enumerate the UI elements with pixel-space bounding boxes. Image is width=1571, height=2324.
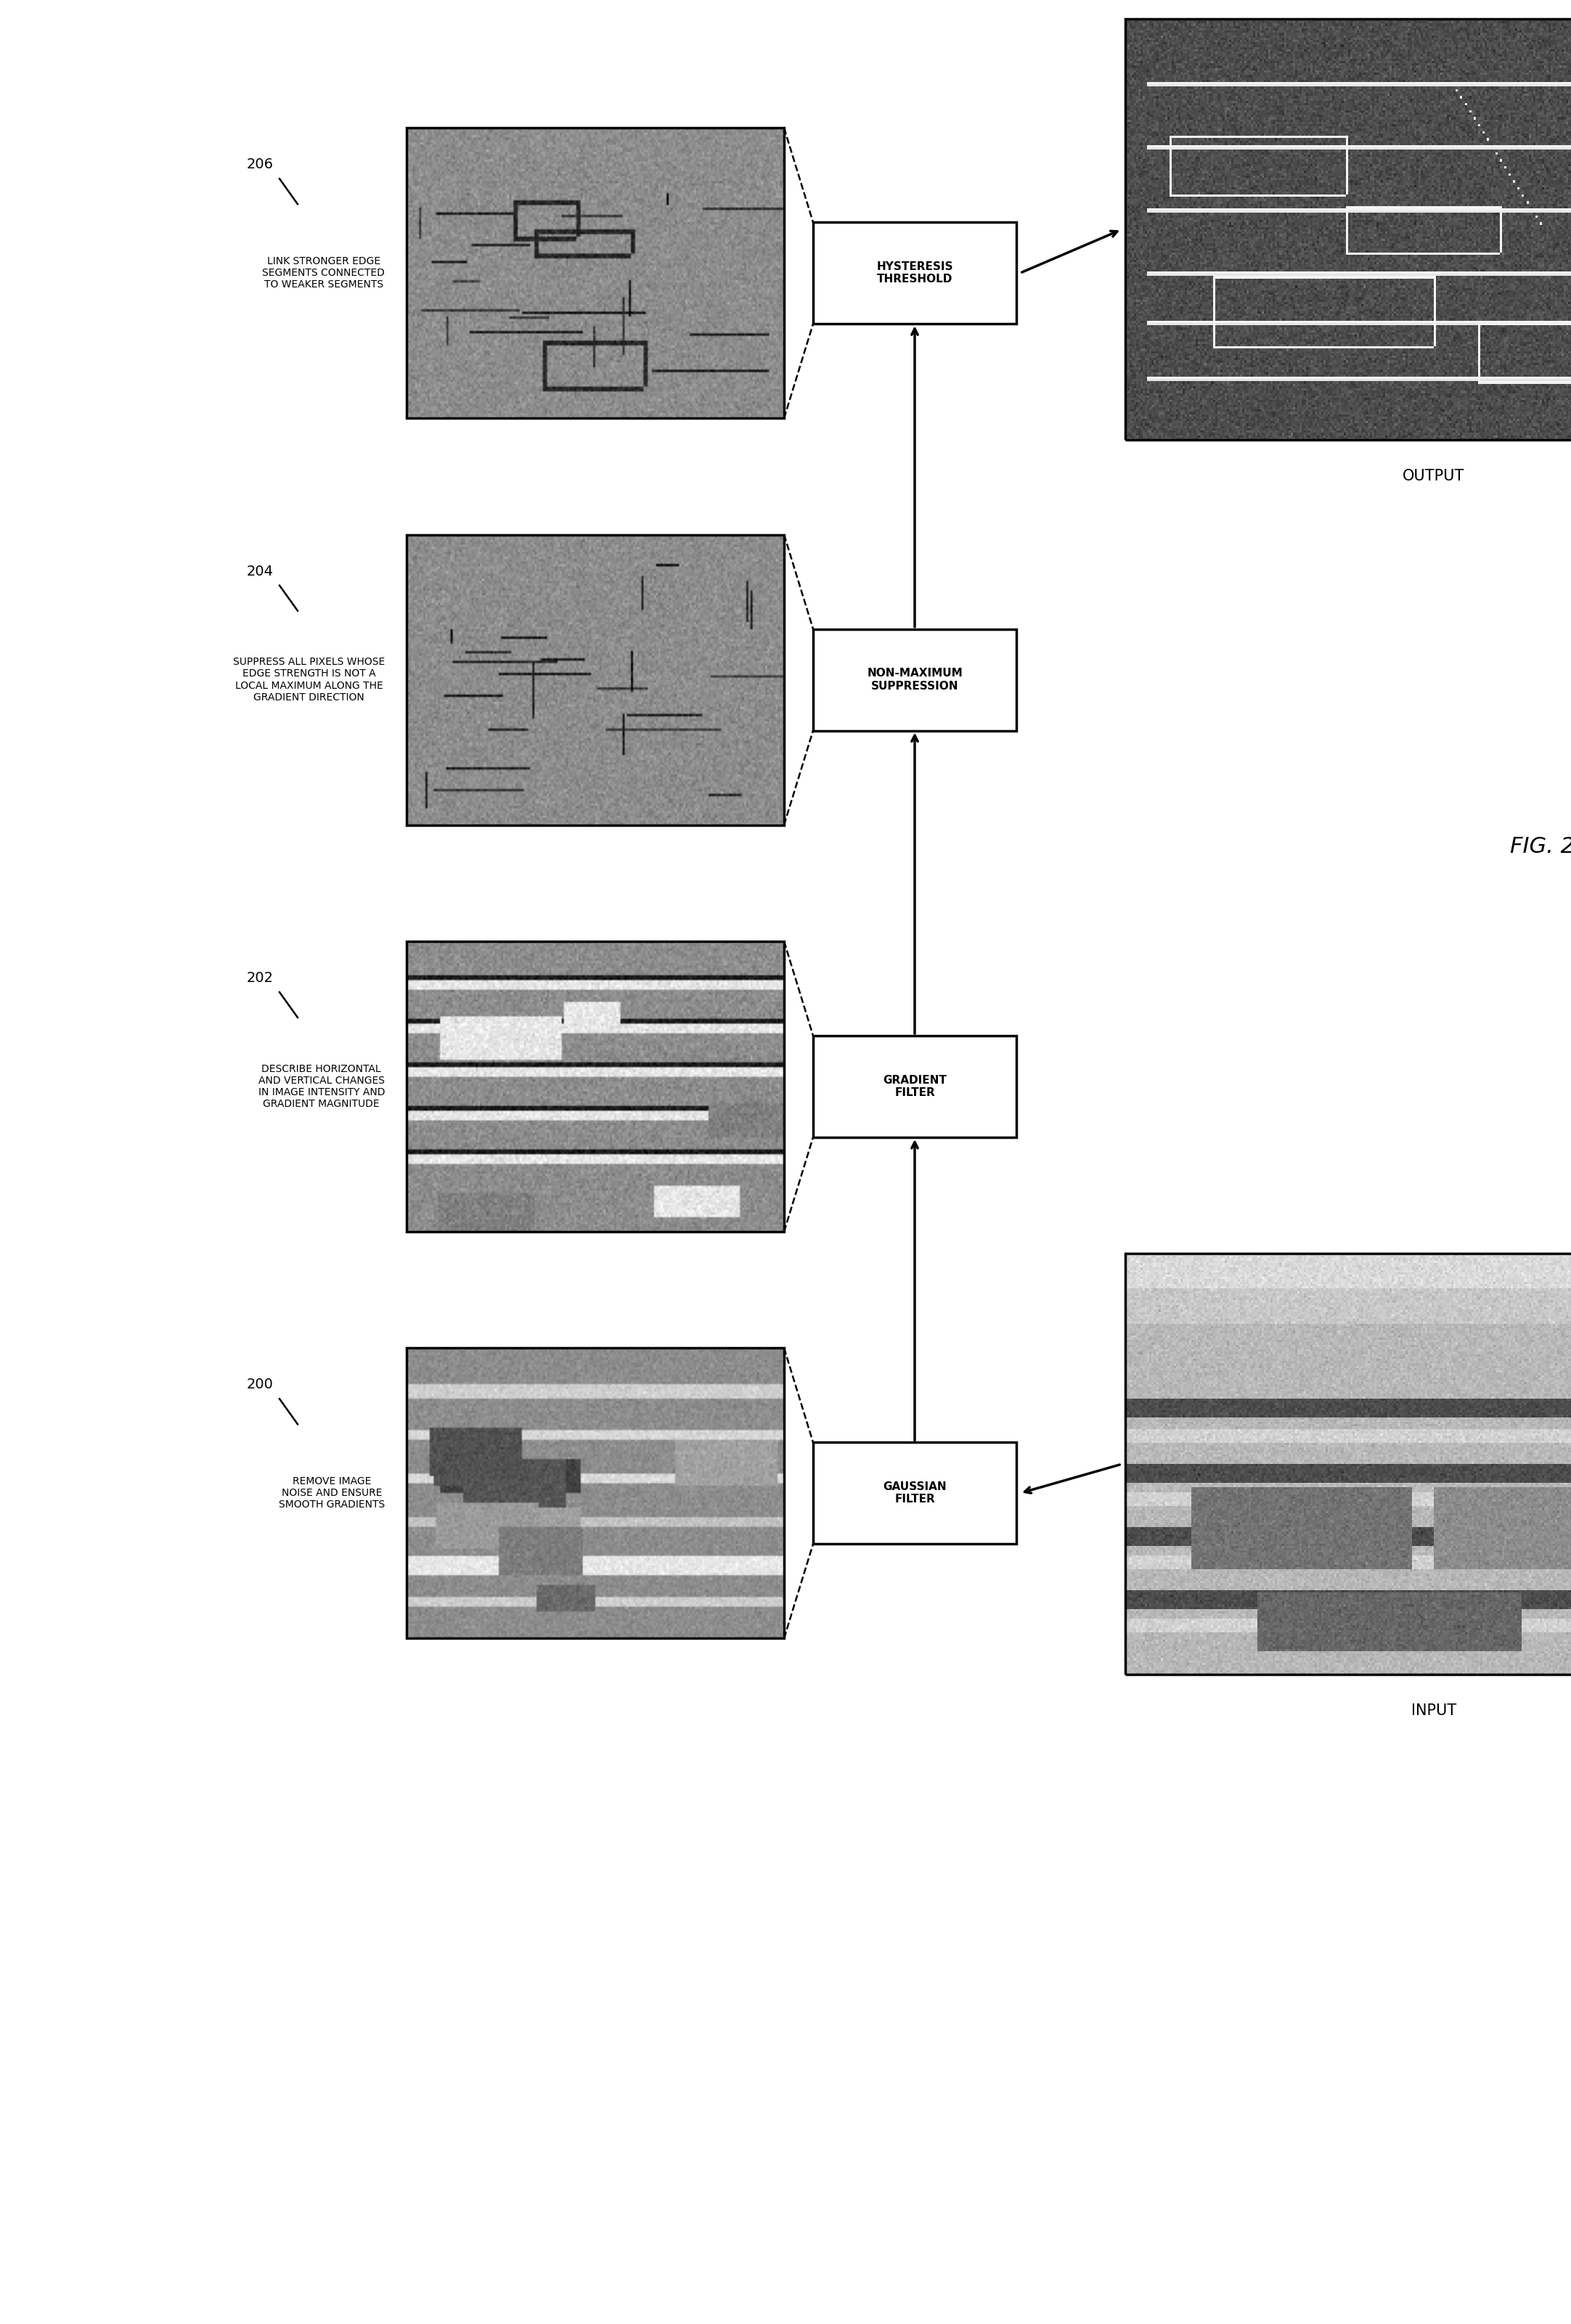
Bar — [407, 128, 784, 418]
Text: REMOVE IMAGE
NOISE AND ENSURE
SMOOTH GRADIENTS: REMOVE IMAGE NOISE AND ENSURE SMOOTH GRA… — [278, 1476, 385, 1511]
Text: HYSTERESIS
THRESHOLD: HYSTERESIS THRESHOLD — [877, 260, 954, 286]
Bar — [407, 1348, 784, 1638]
Bar — [814, 1443, 1016, 1543]
Text: DESCRIBE HORIZONTAL
AND VERTICAL CHANGES
IN IMAGE INTENSITY AND
GRADIENT MAGNITU: DESCRIBE HORIZONTAL AND VERTICAL CHANGES… — [258, 1064, 385, 1109]
Text: LINK STRONGER EDGE
SEGMENTS CONNECTED
TO WEAKER SEGMENTS: LINK STRONGER EDGE SEGMENTS CONNECTED TO… — [262, 256, 385, 290]
Text: 204: 204 — [247, 565, 273, 579]
Text: OUTPUT: OUTPUT — [1403, 469, 1464, 483]
Text: 202: 202 — [247, 971, 273, 985]
Text: INPUT: INPUT — [1411, 1703, 1456, 1717]
Text: 206: 206 — [247, 158, 273, 172]
Text: FIG. 2: FIG. 2 — [1510, 837, 1571, 858]
Text: GRADIENT
FILTER: GRADIENT FILTER — [883, 1074, 947, 1099]
Bar — [814, 1037, 1016, 1136]
Bar — [407, 535, 784, 825]
Text: 200: 200 — [247, 1378, 273, 1392]
Bar — [1125, 19, 1571, 439]
Bar — [407, 941, 784, 1232]
Bar — [1125, 1253, 1571, 1676]
Text: SUPPRESS ALL PIXELS WHOSE
EDGE STRENGTH IS NOT A
LOCAL MAXIMUM ALONG THE
GRADIEN: SUPPRESS ALL PIXELS WHOSE EDGE STRENGTH … — [233, 658, 385, 702]
Text: GAUSSIAN
FILTER: GAUSSIAN FILTER — [883, 1480, 947, 1506]
Bar — [814, 223, 1016, 323]
Text: NON-MAXIMUM
SUPPRESSION: NON-MAXIMUM SUPPRESSION — [867, 667, 963, 693]
Bar — [814, 630, 1016, 730]
